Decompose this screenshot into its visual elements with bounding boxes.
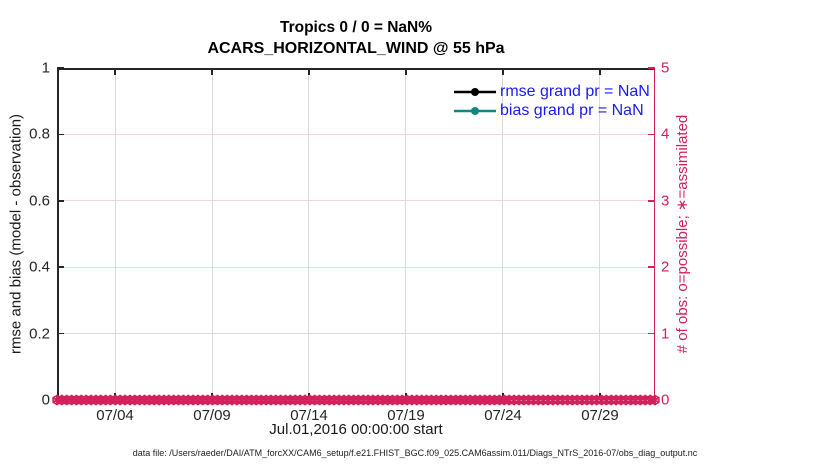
data-file-path: data file: /Users/raeder/DAI/ATM_forcXX/… [132,448,698,458]
right-y-tick-label: 5 [661,59,670,77]
y-tick-left [57,133,64,136]
y-tick-right [648,200,655,202]
vertical-gridline [502,68,504,400]
x-tick-top [405,68,407,75]
left-y-tick-label: 1 [41,59,50,77]
x-tick-top [599,68,601,75]
x-tick-label: 07/24 [484,407,522,424]
y-tick-right [648,332,655,335]
x-tick-label: 07/04 [96,407,134,424]
y-tick-left [57,67,64,69]
y-tick-left [57,200,64,202]
right-y-tick-label: 4 [661,125,670,143]
legend-label-rmse: rmse grand pr = NaN [500,82,650,100]
left-y-axis-label: rmse and bias (model - observation) [7,113,25,355]
y-tick-left [57,266,64,268]
legend: rmse grand pr = NaN bias grand pr = NaN [453,82,650,120]
left-y-tick-label: 0.8 [29,125,50,143]
y-tick-right [648,67,655,69]
legend-label-bias: bias grand pr = NaN [500,101,644,119]
x-tick-top [502,68,504,75]
x-tick-label: 07/19 [387,407,425,424]
x-tick-top [308,68,310,75]
x-tick-top [211,68,213,75]
legend-entry-bias: bias grand pr = NaN [453,101,650,120]
plot-area: rmse grand pr = NaN bias grand pr = NaN [51,67,661,406]
right-y-tick-label: 2 [661,258,670,276]
vertical-gridline [211,68,213,400]
left-y-tick-label: 0.6 [29,192,50,210]
bias-line-marker-sample [454,106,496,115]
x-tick-label: 07/29 [581,407,619,424]
plot-title-line2: ACARS_HORIZONTAL_WIND @ 55 hPa [207,40,505,57]
vertical-gridline [405,68,407,400]
legend-entry-rmse: rmse grand pr = NaN [453,82,650,101]
vertical-gridline [114,68,116,400]
left-y-tick-label: 0 [41,391,50,409]
axis-spine-right [653,68,655,400]
horizontal-gridline [57,266,655,268]
plot-title: Tropics 0 / 0 = NaN% ACARS_HORIZONTAL_WI… [57,18,655,59]
axis-spine-top [57,68,655,70]
horizontal-gridline [57,200,655,202]
y-tick-right [648,266,655,268]
left-y-tick-label: 0.2 [29,325,50,343]
right-y-tick-label: 3 [661,192,670,210]
x-tick-label: 07/09 [193,407,231,424]
right-y-tick-label: 0 [661,391,670,409]
right-y-tick-label: 1 [661,325,670,343]
axis-spine-left [57,68,59,400]
y-tick-right [648,133,655,136]
y-tick-left [57,332,64,335]
x-axis-label: Jul.01,2016 00:00:00 start [269,421,443,438]
horizontal-gridline [57,333,655,335]
vertical-gridline [599,68,601,400]
x-tick-top [114,68,116,75]
plot-title-line1: Tropics 0 / 0 = NaN% [279,19,433,36]
left-y-tick-label: 0.4 [29,258,50,276]
vertical-gridline [308,68,310,400]
right-y-axis-label: # of obs: o=possible; ∗=assimilated [674,114,691,354]
rmse-line-marker-sample [454,87,496,96]
x-tick-label: 07/14 [290,407,328,424]
horizontal-gridline [57,133,655,135]
obs-count-zero-marker-band [51,394,661,406]
